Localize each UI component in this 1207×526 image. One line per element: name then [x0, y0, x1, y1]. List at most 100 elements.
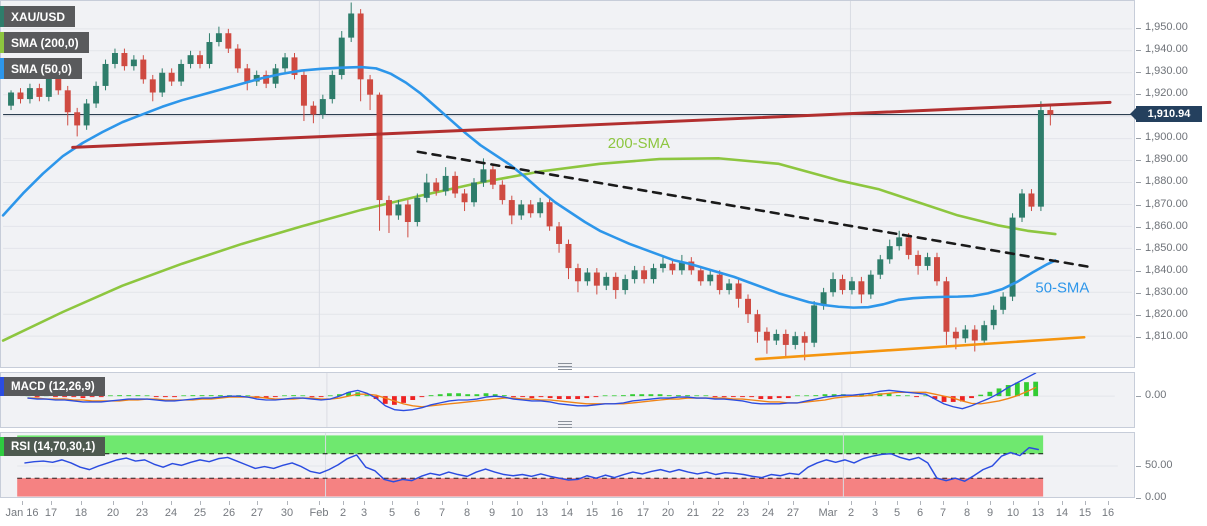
price-axis-label: 1,850.00 [1145, 241, 1188, 254]
axis-tick [718, 501, 719, 505]
axis-tick [1136, 182, 1141, 184]
axis-tick [1136, 138, 1141, 140]
time-axis-label: 16 [1101, 507, 1115, 519]
axis-tick [51, 501, 52, 505]
time-axis-label: 5 [388, 507, 396, 519]
macd-accent-bar [0, 377, 4, 396]
time-axis-label: 27 [786, 507, 800, 519]
time-axis-label: 27 [250, 507, 264, 519]
time-axis-label: 16 [610, 507, 624, 519]
rsi-accent-bar [0, 437, 4, 456]
200-sma-annotation: 200-SMA [608, 136, 670, 152]
rsi-badge[interactable]: RSI (14,70,30,1) [0, 437, 106, 456]
axis-tick [442, 501, 443, 505]
axis-tick [1038, 501, 1039, 505]
price-axis-label: 1,860.00 [1145, 219, 1188, 232]
price-axis-label: 1,890.00 [1145, 153, 1188, 166]
panel-splitter-handle[interactable] [558, 363, 572, 371]
axis-tick [897, 501, 898, 505]
time-axis-label: Feb [309, 507, 329, 519]
axis-tick [1136, 94, 1141, 96]
time-axis-label: 6 [916, 507, 924, 519]
price-axis-label: 1,830.00 [1145, 285, 1188, 298]
time-axis-label: 8 [463, 507, 471, 519]
axis-tick [417, 501, 418, 505]
axis-tick [875, 501, 876, 505]
time-axis-label: 18 [74, 507, 88, 519]
time-axis-label: 25 [193, 507, 207, 519]
time-axis-label: 17 [636, 507, 650, 519]
axis-tick [22, 501, 23, 505]
sma50-badge[interactable]: SMA (50,0) [0, 58, 82, 79]
axis-tick [1136, 226, 1141, 228]
axis-tick [967, 501, 968, 505]
symbol-badge[interactable]: XAU/USD [0, 6, 76, 27]
time-axis-label: 7 [939, 507, 947, 519]
time-axis-label: 14 [1055, 507, 1069, 519]
time-axis-label: 20 [661, 507, 675, 519]
time-axis-label: 9 [986, 507, 994, 519]
axis-tick [1136, 466, 1141, 467]
price-axis-label: 1,810.00 [1145, 329, 1188, 342]
axis-tick [364, 501, 365, 505]
time-axis-label: 15 [585, 507, 599, 519]
axis-tick [768, 501, 769, 505]
time-axis-label: Jan 16 [5, 507, 39, 519]
axis-tick [668, 501, 669, 505]
axis-tick [592, 501, 593, 505]
axis-tick [1136, 336, 1141, 338]
axis-tick [943, 501, 944, 505]
axis-tick [319, 501, 320, 505]
sma200-accent-bar [0, 32, 4, 53]
axis-tick [343, 501, 344, 505]
axis-tick [287, 501, 288, 505]
time-axis-label: 2 [339, 507, 347, 519]
price-axis-label: 1,940.00 [1145, 43, 1188, 56]
rsi-axis-label: 0.00 [1145, 490, 1167, 503]
price-axis-label: 1,920.00 [1145, 87, 1188, 100]
axis-tick [920, 501, 921, 505]
time-axis-label: 7 [438, 507, 446, 519]
main-price-chart-canvas[interactable]: 200-SMA 50-SMA [0, 0, 1135, 368]
time-axis-label: 13 [1031, 507, 1045, 519]
price-axis-label: 1,840.00 [1145, 263, 1188, 276]
price-axis[interactable]: 1,950.00 1,940.00 1,930.00 1,920.00 1,900.00… [1135, 0, 1207, 526]
axis-tick [200, 501, 201, 505]
price-axis-label: 1,820.00 [1145, 307, 1188, 320]
axis-tick [81, 501, 82, 505]
sma200-badge[interactable]: SMA (200,0) [0, 32, 89, 53]
price-axis-label: 1,880.00 [1145, 175, 1188, 188]
macd-label: MACD (12,26,9) [11, 380, 95, 393]
time-axis-label: 26 [222, 507, 236, 519]
axis-tick [142, 501, 143, 505]
axis-tick [1136, 160, 1141, 162]
axis-tick [617, 501, 618, 505]
time-axis[interactable]: Jan 16 17 18 20 23 24 25 26 27 30 Feb 2 3 5 6 7 8 9 10 13 14… [0, 500, 1207, 526]
axis-tick [1136, 248, 1141, 250]
price-axis-label: 1,930.00 [1145, 65, 1188, 78]
macd-axis-label: 0.00 [1145, 389, 1167, 401]
time-axis-label: 20 [106, 507, 120, 519]
axis-tick [990, 501, 991, 505]
rsi-panel-canvas[interactable] [0, 432, 1135, 498]
axis-tick [517, 501, 518, 505]
time-axis-label: 5 [893, 507, 901, 519]
axis-tick [1136, 50, 1141, 52]
time-axis-label: 3 [360, 507, 368, 519]
time-axis-label: 30 [280, 507, 294, 519]
macd-panel-canvas[interactable] [0, 372, 1135, 428]
macd-badge[interactable]: MACD (12,26,9) [0, 377, 105, 396]
axis-tick [793, 501, 794, 505]
panel-splitter-handle[interactable] [558, 421, 572, 429]
axis-tick [743, 501, 744, 505]
symbol-label: XAU/USD [11, 9, 66, 24]
axis-tick [171, 501, 172, 505]
axis-tick [229, 501, 230, 505]
time-axis-label: 24 [761, 507, 775, 519]
sma50-label: SMA (50,0) [11, 61, 72, 76]
time-axis-label: 10 [510, 507, 524, 519]
time-axis-label: 6 [413, 507, 421, 519]
rsi-label: RSI (14,70,30,1) [11, 440, 96, 453]
time-axis-label: 8 [963, 507, 971, 519]
rsi-axis-label: 50.00 [1145, 459, 1173, 471]
